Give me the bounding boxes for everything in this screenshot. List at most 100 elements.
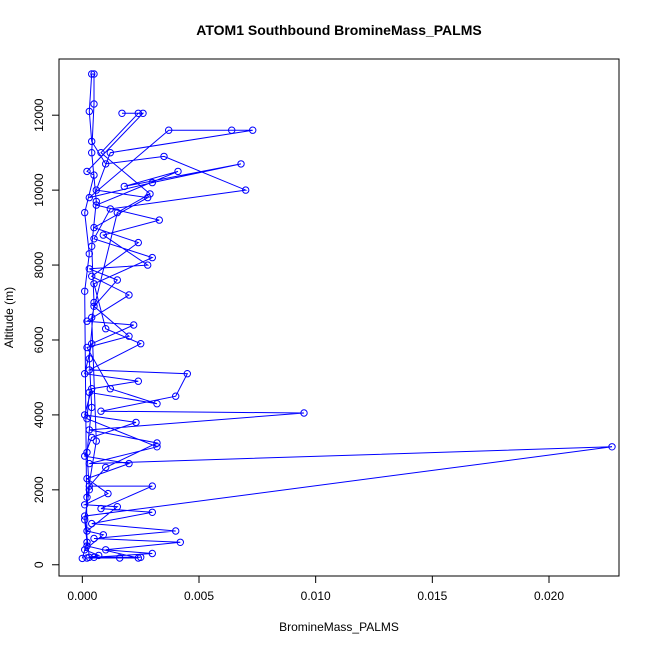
data-point: [134, 109, 143, 118]
x-tick-label: 0.020: [534, 589, 564, 603]
data-point: [90, 302, 98, 310]
data-point: [242, 186, 250, 194]
data-point: [83, 527, 91, 535]
data-point: [102, 160, 110, 168]
data-point: [92, 201, 101, 209]
data-point: [97, 407, 105, 415]
data-point: [90, 70, 98, 78]
y-axis-label: Altitude (m): [2, 287, 16, 348]
data-point: [81, 501, 89, 509]
y-tick-label: 10000: [32, 173, 46, 207]
data-point: [83, 415, 91, 423]
data-point: [134, 554, 143, 562]
data-point: [125, 459, 133, 468]
data-point: [134, 238, 143, 247]
data-point: [83, 542, 91, 550]
data-point: [153, 439, 161, 447]
y-tick-label: 0: [32, 561, 46, 568]
y-axis: 0 2000 4000 6000 8000 10000 12000: [32, 98, 60, 568]
data-point: [104, 489, 112, 498]
data-point: [78, 554, 87, 563]
data-point: [85, 355, 94, 363]
data-point: [146, 190, 154, 198]
data-point: [102, 463, 110, 472]
data-point: [172, 392, 180, 400]
data-point: [85, 486, 94, 494]
data-point: [88, 242, 96, 251]
data-point: [90, 100, 98, 108]
data-point: [81, 370, 89, 378]
data-point: [90, 171, 98, 179]
data-point: [90, 235, 98, 243]
data-point: [83, 167, 91, 176]
data-point: [97, 504, 105, 513]
data-point: [132, 418, 140, 427]
data-point: [85, 482, 94, 490]
data-point: [144, 193, 152, 202]
data-point: [113, 276, 122, 284]
data-point: [88, 433, 96, 442]
data-point: [120, 182, 129, 191]
data-point: [228, 126, 236, 134]
data-point: [160, 152, 168, 161]
data-point: [83, 343, 91, 352]
data-point: [144, 261, 152, 269]
data-point: [148, 549, 157, 558]
data-point: [102, 325, 110, 333]
data-point: [85, 107, 94, 116]
data-point: [99, 531, 108, 539]
x-tick-label: 0.010: [301, 589, 331, 603]
data-point: [125, 332, 133, 340]
data-point: [81, 512, 89, 520]
series-line: [81, 73, 613, 559]
data-point: [92, 197, 101, 206]
data-point: [83, 474, 91, 483]
data-point: [113, 208, 122, 217]
data-point: [137, 340, 145, 348]
data-point: [81, 452, 89, 460]
data-point: [85, 426, 94, 434]
data-point: [148, 178, 157, 187]
data-point: [90, 280, 98, 288]
data-point: [148, 482, 157, 490]
data-point: [85, 193, 94, 202]
data-point: [88, 385, 96, 393]
data-point: [88, 313, 96, 322]
data-point: [88, 519, 96, 528]
data-point: [88, 137, 96, 146]
data-point: [90, 534, 98, 543]
data-point: [83, 538, 91, 546]
y-tick-label: 4000: [32, 401, 46, 428]
y-tick-label: 12000: [32, 98, 46, 132]
data-point: [88, 70, 96, 78]
data-point: [90, 553, 98, 561]
data-point: [85, 388, 94, 397]
data-point: [148, 253, 157, 262]
x-tick-label: 0.000: [67, 589, 97, 603]
data-point: [106, 205, 115, 213]
data-point: [99, 231, 108, 239]
x-axis-label: BromineMass_PALMS: [279, 620, 399, 634]
data-point: [85, 459, 94, 468]
data-point: [92, 186, 101, 194]
x-axis: 0.000 0.005 0.010 0.015 0.020: [67, 575, 564, 603]
data-point: [83, 493, 91, 501]
data-point: [83, 317, 91, 325]
data-point: [83, 448, 91, 457]
data-point: [155, 216, 164, 224]
data-point: [95, 551, 103, 560]
chart-title: ATOM1 Southbound BromineMass_PALMS: [196, 22, 481, 38]
data-point: [90, 298, 98, 307]
data-point: [183, 370, 192, 378]
data-point: [118, 109, 126, 118]
x-tick-label: 0.015: [417, 589, 447, 603]
y-tick-label: 2000: [32, 476, 46, 503]
data-point: [134, 377, 143, 385]
data-point: [148, 508, 157, 516]
data-point: [113, 503, 122, 511]
data-point: [153, 400, 161, 408]
data-point: [85, 265, 94, 273]
data-point: [85, 250, 94, 258]
